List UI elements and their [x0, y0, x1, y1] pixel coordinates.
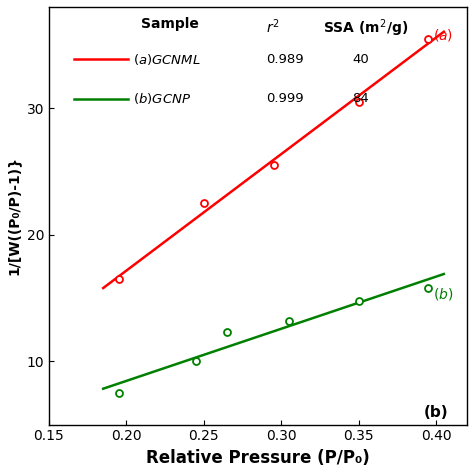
Text: $(b)$: $(b)$	[433, 286, 454, 302]
Text: $(b)$GCNP: $(b)$GCNP	[133, 91, 191, 106]
Text: 84: 84	[352, 92, 369, 105]
Text: $(a)$GCNML: $(a)$GCNML	[133, 52, 201, 67]
Text: Sample: Sample	[141, 18, 199, 31]
Text: SSA (m$^{2}$/g): SSA (m$^{2}$/g)	[323, 18, 408, 39]
Text: 0.999: 0.999	[266, 92, 304, 105]
Text: 0.989: 0.989	[266, 53, 304, 66]
X-axis label: Relative Pressure (P/P₀): Relative Pressure (P/P₀)	[146, 449, 370, 467]
Text: (b): (b)	[424, 405, 448, 419]
Text: 40: 40	[352, 53, 369, 66]
Y-axis label: 1/[W((P₀/P)-1)}: 1/[W((P₀/P)-1)}	[7, 156, 21, 275]
Text: $r^{2}$: $r^{2}$	[266, 18, 280, 36]
Text: $(a)$: $(a)$	[433, 27, 453, 43]
